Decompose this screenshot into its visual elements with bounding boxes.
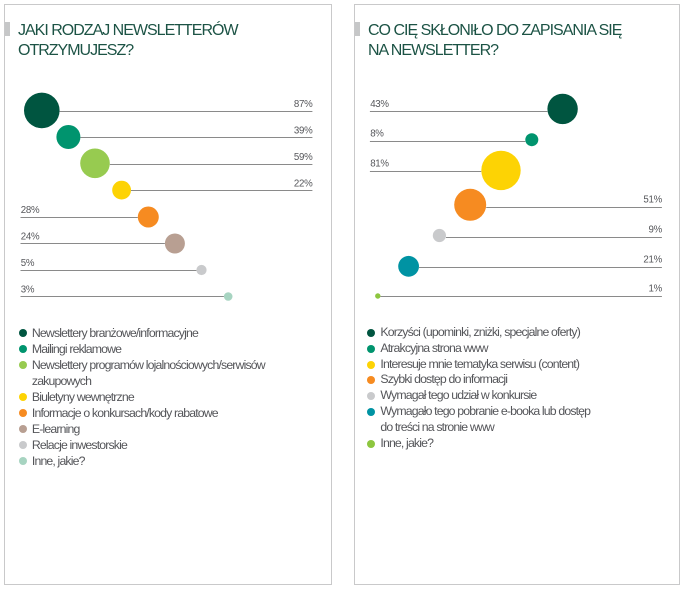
svg-text:43%: 43%: [370, 99, 389, 110]
svg-text:21%: 21%: [643, 255, 662, 266]
svg-text:51%: 51%: [643, 195, 662, 206]
svg-text:1%: 1%: [648, 284, 662, 295]
svg-text:87%: 87%: [294, 99, 313, 110]
svg-text:8%: 8%: [370, 129, 384, 140]
svg-text:39%: 39%: [294, 125, 313, 136]
svg-text:5%: 5%: [21, 258, 35, 269]
svg-text:24%: 24%: [21, 231, 40, 242]
svg-text:9%: 9%: [648, 225, 662, 236]
svg-text:28%: 28%: [21, 205, 40, 216]
svg-text:22%: 22%: [294, 178, 313, 189]
svg-text:59%: 59%: [294, 152, 313, 163]
svg-text:81%: 81%: [370, 159, 389, 170]
svg-text:3%: 3%: [21, 284, 35, 295]
